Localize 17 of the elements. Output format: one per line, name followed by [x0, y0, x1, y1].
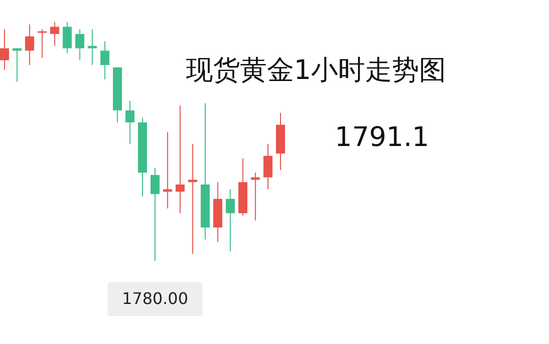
candlestick	[226, 188, 235, 252]
candlestick	[263, 143, 272, 190]
candlestick	[25, 24, 34, 66]
text: 1791.1	[334, 122, 430, 153]
candlestick	[38, 28, 47, 58]
candlestick	[75, 28, 84, 61]
candlestick	[100, 40, 110, 80]
annotation: 1780.00	[122, 289, 188, 308]
candlestick	[150, 167, 160, 262]
candlestick	[88, 28, 97, 66]
candlestick	[188, 143, 198, 254]
candlestick	[0, 28, 10, 70]
text: 现货黄金1小时走势图	[186, 55, 446, 86]
candlestick	[125, 100, 134, 144]
candlestick	[62, 22, 72, 54]
candlestick	[176, 105, 185, 214]
candlestick	[50, 22, 60, 46]
